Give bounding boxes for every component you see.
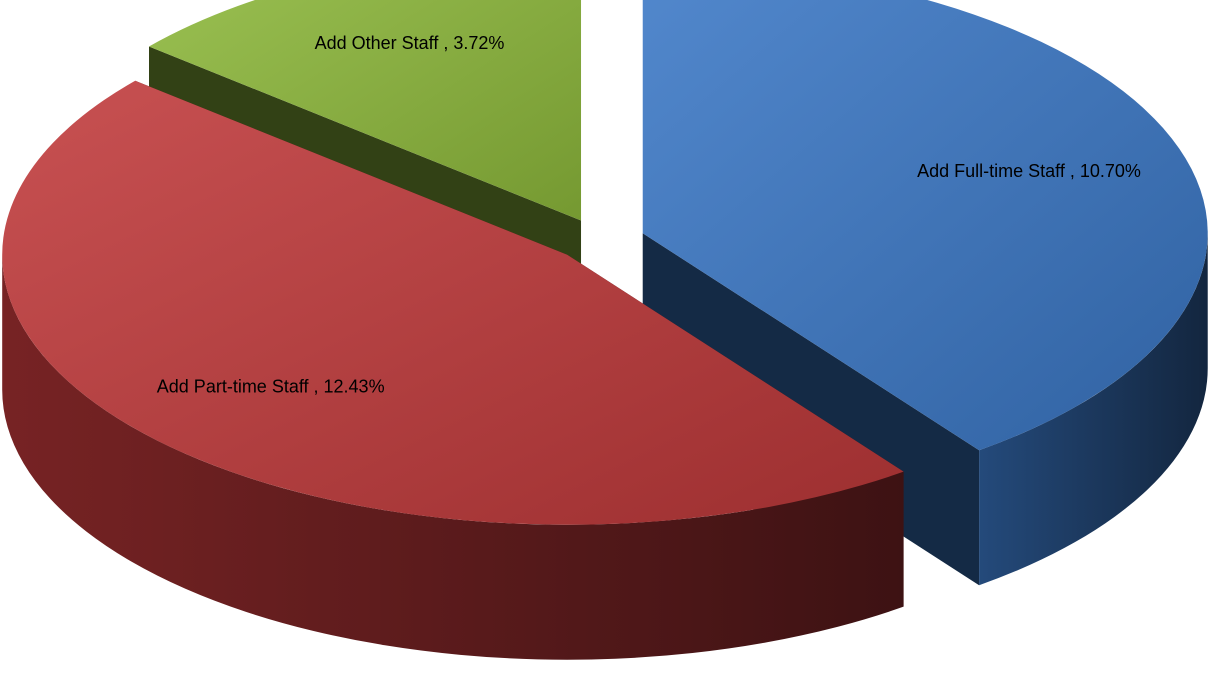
data-label: Add Part-time Staff , 12.43%: [157, 377, 385, 397]
data-label: Add Full-time Staff , 10.70%: [917, 161, 1141, 181]
slice-top: [2, 80, 904, 525]
slice-top: [148, 0, 582, 221]
slice-wall: [2, 254, 904, 660]
data-label: Add Other Staff , 3.72%: [315, 33, 505, 53]
slice-wall: [979, 233, 1208, 586]
slice-top: [642, 0, 1208, 451]
